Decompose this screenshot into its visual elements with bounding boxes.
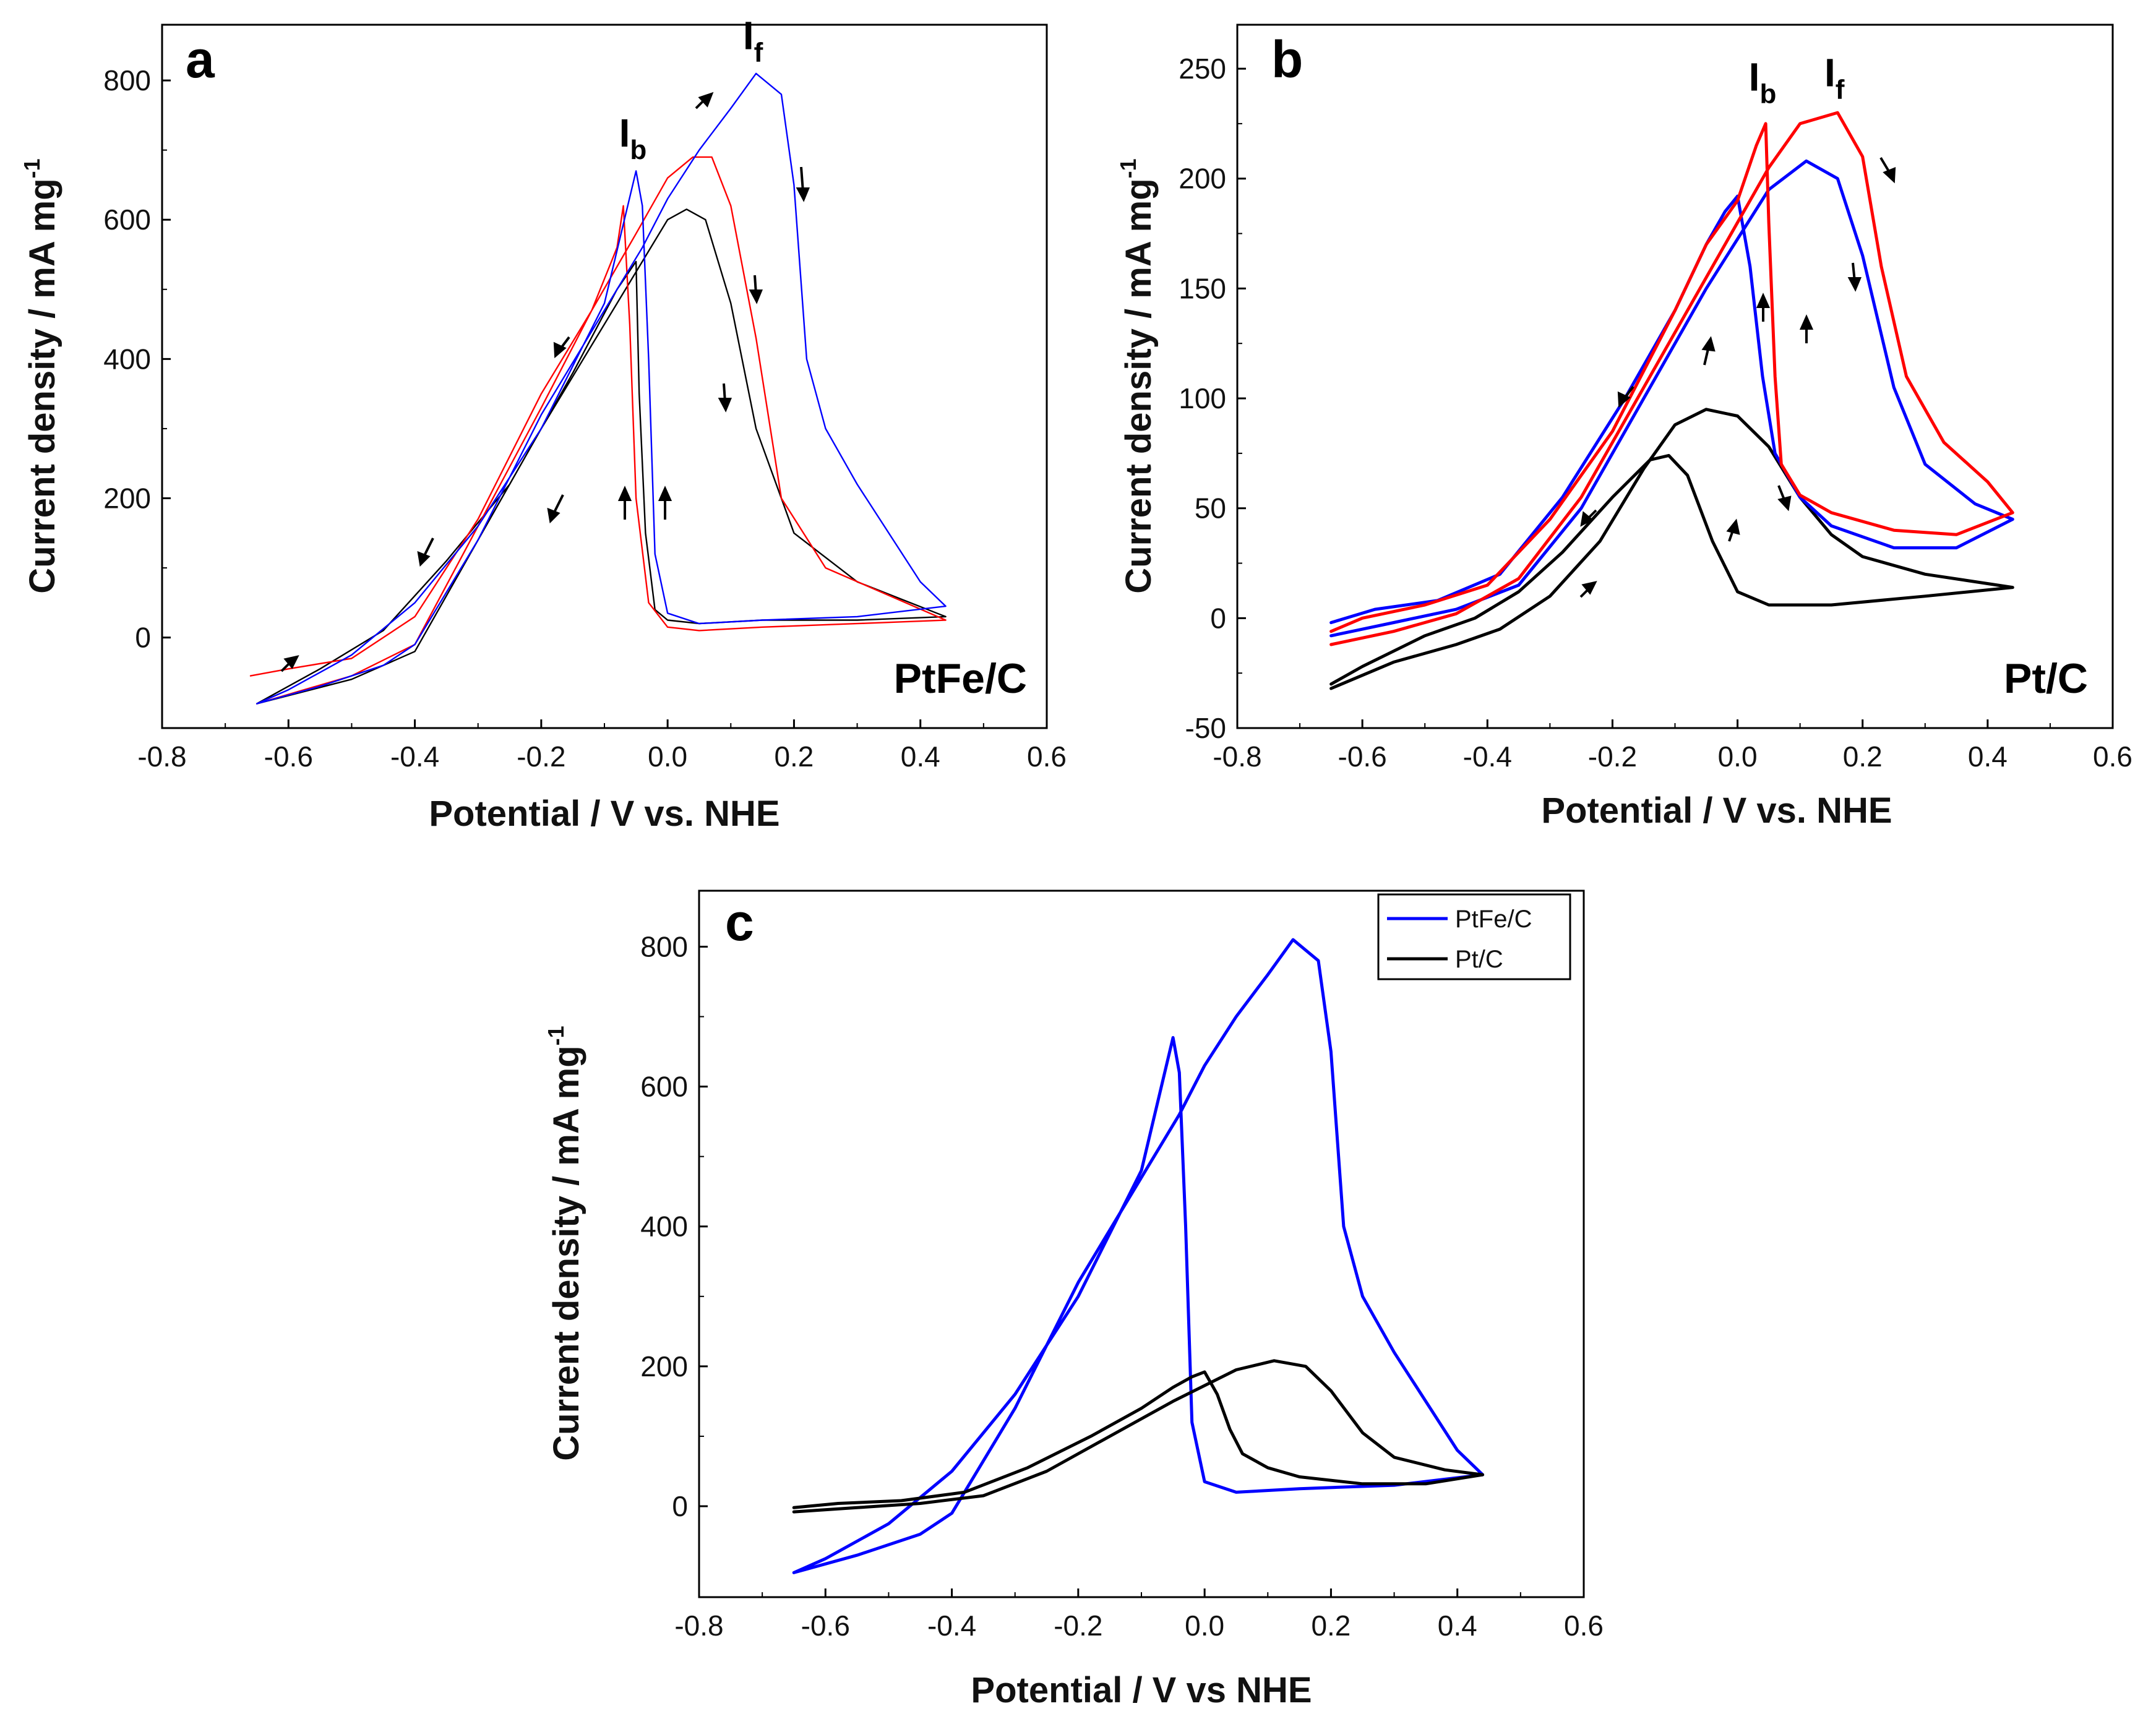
y-axis-label-a-sup: -1: [19, 158, 45, 178]
x-tick-label-b: -0.6: [1338, 740, 1387, 773]
panel-label-b: b: [1271, 30, 1303, 88]
x-tick-label-c: 0.0: [1185, 1610, 1224, 1642]
y-tick-label-b: 50: [1195, 492, 1226, 525]
y-tick-label-a: 600: [103, 204, 151, 236]
x-tick-label-a: -0.8: [137, 740, 186, 773]
x-tick-label-a: 0.0: [648, 740, 687, 773]
y-axis-label-a-text: Current density / mA mg: [22, 178, 62, 593]
series-line-a-cycle-blue: [256, 72, 947, 705]
x-ticks-a: -0.8 -0.6 -0.4 -0.2 0.0 0.2 0.4 0.6: [137, 719, 1067, 773]
x-ticks-b: -0.8 -0.6 -0.4 -0.2 0.0 0.2 0.4 0.6: [1213, 719, 2132, 773]
series-layer-c: [792, 938, 1485, 1574]
legend-box: [1377, 893, 1571, 980]
x-ticks-c: -0.8 -0.6 -0.4 -0.2 0.0 0.2 0.4 0.6: [674, 1588, 1604, 1642]
x-tick-label-b: -0.8: [1213, 740, 1261, 773]
x-tick-label-c: -0.6: [801, 1610, 850, 1642]
panel-label-c: c: [725, 893, 754, 951]
x-axis-label-a: Potential / V vs. NHE: [429, 794, 780, 834]
y-tick-label-a: 400: [103, 343, 151, 375]
y-tick-label-c: 600: [640, 1071, 688, 1103]
y-tick-label-c: 800: [640, 930, 688, 962]
y-axis-label-b-text: Current density / mA mg: [1119, 178, 1159, 593]
x-tick-label-c: 0.6: [1564, 1610, 1604, 1642]
legend-label-pt: Pt/C: [1455, 946, 1503, 973]
x-tick-label-b: -0.2: [1588, 740, 1637, 773]
panel-b: -0.8 -0.6 -0.4 -0.2 0.0 0.2 0.4 0.6 -50 0 50 100 15…: [1115, 24, 2132, 831]
x-axis-label-c: Potential / V vs NHE: [971, 1670, 1312, 1710]
x-tick-label-a: -0.4: [390, 740, 439, 773]
y-ticks-a: 0 200 400 600 800: [103, 64, 171, 654]
y-axis-label-c-sup: -1: [543, 1026, 569, 1045]
x-tick-label-b: 0.0: [1718, 740, 1758, 773]
y-tick-label-b: 0: [1210, 602, 1226, 634]
y-tick-label-b: 150: [1179, 272, 1226, 304]
x-tick-label-a: -0.6: [264, 740, 313, 773]
y-tick-label-b: 100: [1179, 382, 1226, 414]
x-tick-label-b: 0.4: [1968, 740, 2008, 773]
x-tick-label-c: -0.8: [674, 1610, 723, 1642]
y-axis-label-a: Current density / mA mg-1: [19, 158, 62, 593]
panel-a: -0.8 -0.6 -0.4 -0.2 0.0 0.2 0.4 0.6 0 200 400 600 8…: [19, 13, 1067, 834]
x-tick-label-c: -0.2: [1054, 1610, 1102, 1642]
peak-label-sub-a-f: f: [754, 37, 763, 67]
series-line-a-cycle-black: [256, 208, 947, 705]
y-axis-label-b: Current density / mA mg-1: [1115, 158, 1159, 593]
series-line-b-cycle-black: [1329, 408, 2014, 690]
y-tick-label-c: 400: [640, 1211, 688, 1243]
x-tick-label-c: 0.4: [1438, 1610, 1477, 1642]
x-tick-label-b: 0.6: [2093, 740, 2132, 773]
x-tick-label-a: 0.4: [901, 740, 940, 773]
peak-label-sub-a-b: b: [630, 135, 646, 165]
series-layer-b: [1329, 111, 2014, 690]
series-line-b-cycle-red: [1329, 111, 2014, 646]
y-tick-label-a: 0: [135, 622, 151, 654]
series-line-c-ptfe-c: [792, 938, 1485, 1574]
y-tick-label-b: 250: [1179, 53, 1226, 85]
legend-label-ptfe: PtFe/C: [1455, 906, 1532, 933]
peak-label-sub-b-b: b: [1759, 79, 1776, 109]
x-tick-label-b: 0.2: [1843, 740, 1883, 773]
series-line-b-cycle-blue: [1329, 159, 2014, 638]
y-tick-label-c: 200: [640, 1350, 688, 1382]
y-tick-label-b: 200: [1179, 163, 1226, 195]
panel-c: -0.8 -0.6 -0.4 -0.2 0.0 0.2 0.4 0.6 0 200 400 600 8…: [543, 890, 1604, 1710]
y-axis-label-c-text: Current density / mA mg: [546, 1045, 586, 1460]
series-line-a-cycle-red: [249, 156, 947, 705]
y-tick-label-b: -50: [1185, 712, 1226, 744]
x-tick-label-a: 0.2: [774, 740, 814, 773]
x-tick-label-a: -0.2: [517, 740, 565, 773]
sample-label-b: Pt/C: [2004, 655, 2088, 702]
legend: PtFe/C Pt/C: [1377, 893, 1571, 980]
panel-label-a: a: [186, 30, 215, 88]
direction-arrows-b: [1579, 156, 1896, 598]
x-tick-label-c: 0.2: [1311, 1610, 1351, 1642]
series-layer-a: [249, 72, 947, 705]
y-axis-label-b-sup: -1: [1115, 158, 1141, 178]
y-ticks-c: 0 200 400 600 800: [640, 930, 708, 1522]
sample-label-a: PtFe/C: [894, 655, 1027, 702]
x-tick-label-c: -0.4: [927, 1610, 976, 1642]
peak-label-sub-b-f: f: [1836, 74, 1845, 105]
y-tick-label-a: 800: [103, 64, 151, 96]
x-tick-label-a: 0.6: [1027, 740, 1067, 773]
y-tick-label-c: 0: [672, 1490, 688, 1522]
direction-arrows-a: [280, 92, 810, 672]
x-tick-label-b: -0.4: [1463, 740, 1512, 773]
series-line-c-pt-c: [792, 1359, 1485, 1514]
y-ticks-b: -50 0 50 100 150 200 250: [1179, 53, 1246, 744]
y-axis-label-c: Current density / mA mg-1: [543, 1026, 586, 1460]
x-axis-label-b: Potential / V vs. NHE: [1541, 791, 1892, 831]
y-tick-label-a: 200: [103, 482, 151, 515]
